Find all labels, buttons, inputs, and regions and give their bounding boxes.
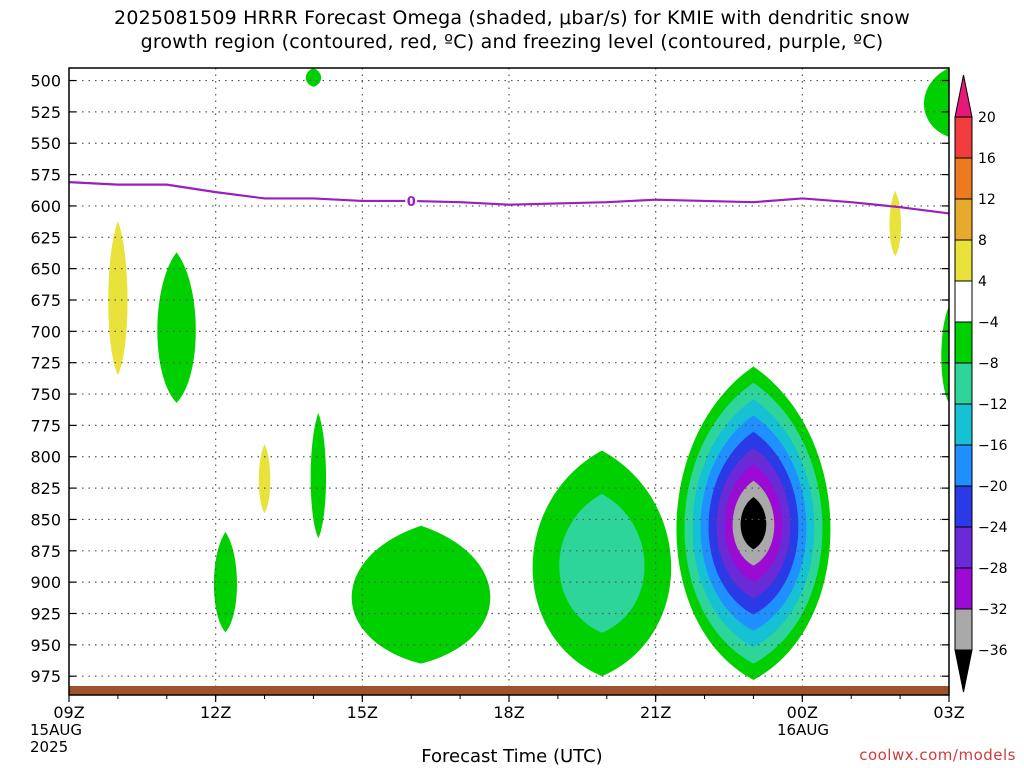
x-axis-label: Forecast Time (UTC) — [421, 746, 603, 767]
colorbar-box — [954, 198, 973, 241]
colorbar-tick-label: 12 — [978, 192, 996, 208]
colorbar-box — [954, 116, 973, 159]
omega-shade-band — [310, 412, 327, 539]
omega-shade-band — [108, 220, 128, 376]
x-axis: 09Z 12Z 15Z 18Z 21Z 00Z 03Z — [53, 695, 965, 722]
omega-feature — [941, 306, 949, 403]
y-tick-label: 825 — [30, 479, 61, 498]
colorbar-box — [954, 321, 973, 364]
omega-feature — [157, 252, 196, 403]
y-tick-label: 925 — [30, 604, 61, 623]
omega-shade-band — [305, 68, 322, 87]
colorbar-tick-label: −28 — [978, 561, 1008, 577]
x-tick-label: 21Z — [640, 703, 671, 722]
omega-feature — [305, 68, 322, 87]
x-tick-label: 18Z — [493, 703, 524, 722]
y-tick-label: 650 — [30, 260, 61, 279]
next-date-label: 16AUG — [777, 722, 829, 739]
start-date-year: 2025 — [30, 738, 69, 756]
y-tick-label: 675 — [30, 291, 61, 310]
omega-feature — [351, 525, 491, 664]
colorbar-tick-label: 4 — [978, 274, 987, 290]
watermark-link[interactable]: coolwx.com/models — [859, 746, 1016, 764]
y-tick-label: 725 — [30, 354, 61, 373]
colorbar-tick-label: −8 — [978, 356, 999, 372]
omega-shade-band — [559, 493, 645, 633]
x-tick-label: 00Z — [787, 703, 818, 722]
colorbar-box — [954, 567, 973, 610]
colorbar-tick-label: −24 — [978, 520, 1008, 536]
omega-feature — [310, 412, 327, 539]
omega-shade-band — [924, 68, 949, 137]
colorbar-tick-label: −12 — [978, 397, 1008, 413]
omega-shade-band — [740, 497, 767, 550]
start-date-day: 15AUG — [30, 721, 82, 739]
freezing-label-bg — [405, 192, 418, 208]
y-axis: 500 525 550 575 600 625 650 675 700 725 750 775 800 8… — [30, 72, 949, 686]
omega-shade-band — [157, 252, 196, 403]
y-tick-label: 550 — [30, 134, 61, 153]
omega-shade-band — [258, 444, 271, 514]
colorbar: −36 −32 −28 −24 −20 −16 −12 −8 −4 4 8 12 16 20 — [954, 74, 1008, 693]
y-tick-label: 975 — [30, 667, 61, 686]
x-tick-label: 12Z — [200, 703, 231, 722]
x-tick-label: 15Z — [347, 703, 378, 722]
colorbar-tick-label: −32 — [978, 602, 1008, 618]
y-tick-label: 775 — [30, 416, 61, 435]
y-tick-label: 900 — [30, 573, 61, 592]
y-tick-label: 700 — [30, 322, 61, 341]
x-tick-label: 03Z — [933, 703, 964, 722]
colorbar-arrow-high — [954, 74, 973, 118]
y-tick-label: 600 — [30, 197, 61, 216]
colorbar-tick-label: −36 — [978, 643, 1008, 659]
gridlines — [69, 68, 949, 695]
ground-strip — [69, 686, 949, 695]
colorbar-box — [954, 526, 973, 569]
title-line-2: growth region (contoured, red, ºC) and f… — [140, 31, 884, 53]
colorbar-box — [954, 608, 973, 651]
omega-shade-band — [941, 306, 949, 403]
title-line-1: 2025081509 HRRR Forecast Omega (shaded, … — [114, 7, 910, 29]
freezing-level-contour: 0 — [69, 181, 949, 215]
y-tick-label: 625 — [30, 228, 61, 247]
omega-feature — [676, 366, 831, 680]
freezing-level-label: 0 — [407, 195, 416, 210]
colorbar-tick-label: −4 — [978, 315, 999, 331]
colorbar-tick-label: −16 — [978, 438, 1008, 454]
y-tick-label: 750 — [30, 385, 61, 404]
colorbar-box — [954, 403, 973, 446]
colorbar-tick-label: 16 — [978, 151, 996, 167]
colorbar-tick-label: 20 — [978, 110, 996, 126]
omega-shading — [108, 68, 949, 680]
y-tick-label: 875 — [30, 542, 61, 561]
colorbar-box — [954, 239, 973, 282]
omega-feature — [532, 450, 672, 677]
colorbar-box — [954, 280, 973, 323]
colorbar-arrow-low — [954, 649, 973, 693]
y-tick-label: 800 — [30, 448, 61, 467]
x-tick-label: 09Z — [53, 703, 84, 722]
y-tick-label: 525 — [30, 103, 61, 122]
y-tick-label: 500 — [30, 72, 61, 91]
colorbar-tick-label: −20 — [978, 479, 1008, 495]
chart-title: 2025081509 HRRR Forecast Omega (shaded, … — [0, 6, 1024, 54]
omega-feature — [258, 444, 271, 514]
y-tick-label: 950 — [30, 636, 61, 655]
omega-feature — [924, 68, 949, 137]
start-date-label: 15AUG 2025 — [30, 722, 82, 756]
freezing-level-line — [69, 181, 949, 215]
colorbar-box — [954, 485, 973, 528]
colorbar-tick-label: 8 — [978, 233, 987, 249]
y-tick-label: 850 — [30, 510, 61, 529]
y-tick-label: 575 — [30, 166, 61, 185]
colorbar-box — [954, 362, 973, 405]
omega-shade-band — [351, 525, 491, 664]
next-date-day: 16AUG — [777, 721, 829, 739]
omega-feature — [108, 220, 128, 376]
colorbar-box — [954, 157, 973, 200]
colorbar-box — [954, 444, 973, 487]
